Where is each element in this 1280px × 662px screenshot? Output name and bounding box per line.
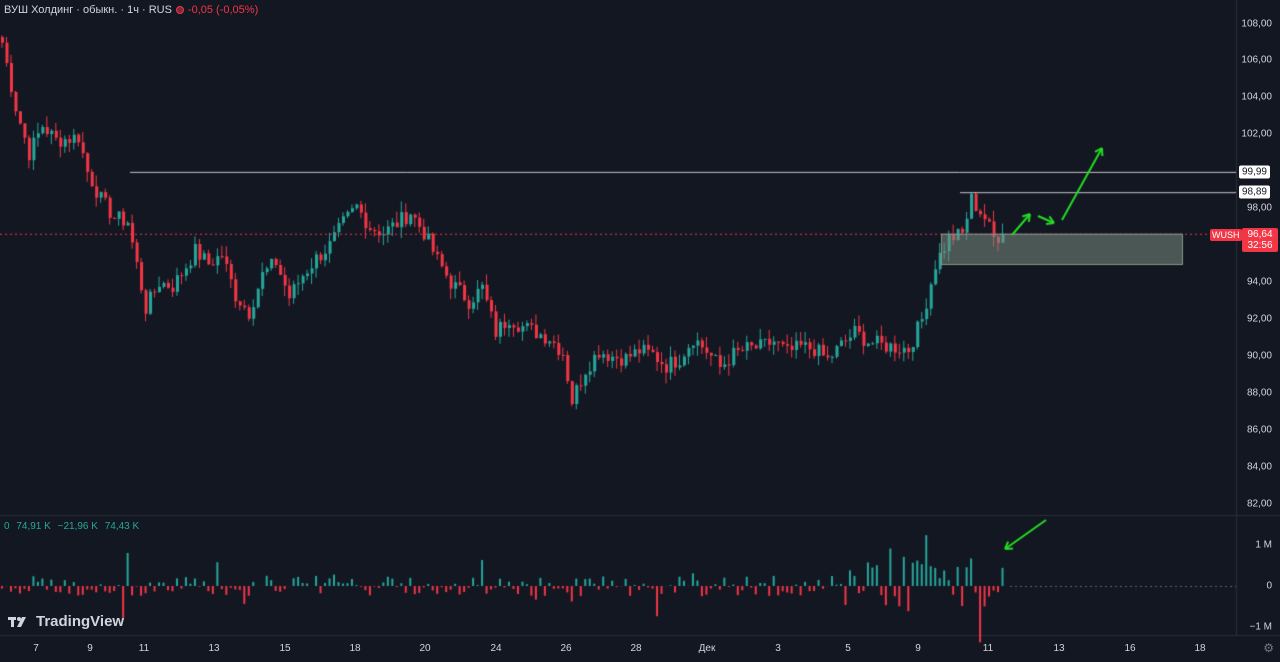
volume-legend: 0 74,91 K −21,96 K 74,43 K <box>4 521 143 532</box>
market-status-icon <box>175 6 184 14</box>
ticker-badge[interactable]: WUSH <box>1210 229 1242 241</box>
time-tick: 24 <box>490 643 502 654</box>
volume-tick-top: 1 M <box>1255 539 1272 551</box>
price-tick: 102,00 <box>1241 128 1272 140</box>
time-tick: 18 <box>349 643 361 654</box>
time-tick: 20 <box>419 643 431 654</box>
price-tick: 84,00 <box>1246 461 1272 473</box>
price-tick: 92,00 <box>1246 313 1272 325</box>
price-tick: 104,00 <box>1241 91 1272 103</box>
level-tag-upper[interactable]: 99,99 <box>1238 165 1270 179</box>
time-tick: 13 <box>208 643 220 654</box>
time-tick: 18 <box>1194 643 1206 654</box>
settings-gear-icon[interactable]: ⚙ <box>1263 641 1274 655</box>
volume-tick-bottom: −1 M <box>1249 621 1272 633</box>
time-tick: 5 <box>845 643 851 654</box>
price-tick: 82,00 <box>1246 498 1272 510</box>
last-price: 96,64 <box>1247 229 1273 240</box>
tradingview-logo[interactable]: TradingView <box>8 613 124 630</box>
brand-name: TradingView <box>36 613 125 630</box>
price-tick: 88,00 <box>1246 387 1272 399</box>
price-tick: 90,00 <box>1246 350 1272 362</box>
time-tick: 11 <box>138 643 150 654</box>
price-tick: 108,00 <box>1241 18 1272 30</box>
price-tick: 98,00 <box>1246 202 1272 214</box>
level-tag-lower[interactable]: 98,89 <box>1238 185 1270 199</box>
price-tick: 106,00 <box>1241 54 1272 66</box>
time-tick: Дек <box>698 643 716 654</box>
time-tick: 15 <box>279 643 291 654</box>
volume-value-2: −21,96 K <box>57 521 98 532</box>
bar-countdown: 32:56 <box>1247 240 1273 251</box>
volume-value-0: 0 <box>4 521 10 532</box>
time-tick: 28 <box>630 643 642 654</box>
time-tick: 16 <box>1124 643 1136 654</box>
symbol-title[interactable]: ВУШ Холдинг · обыкн. · 1ч · RUS <box>4 4 172 16</box>
tradingview-logo-icon <box>8 616 26 627</box>
volume-value-3: 74,43 K <box>104 521 140 532</box>
time-tick: 3 <box>775 643 781 654</box>
price-tick: 86,00 <box>1246 424 1272 436</box>
time-tick: 11 <box>982 643 994 654</box>
price-change: -0,05 (-0,05%) <box>187 4 259 16</box>
time-tick: 13 <box>1053 643 1065 654</box>
price-tick: 94,00 <box>1246 276 1272 288</box>
volume-value-1: 74,91 K <box>16 521 51 532</box>
time-tick: 7 <box>33 643 39 654</box>
time-tick: 9 <box>87 643 93 654</box>
last-price-badge: 96,64 32:56 <box>1242 228 1278 252</box>
symbol-legend: ВУШ Холдинг · обыкн. · 1ч · RUS -0,05 (-… <box>4 4 258 16</box>
time-tick: 26 <box>560 643 572 654</box>
volume-tick-mid: 0 <box>1266 580 1272 592</box>
time-tick: 9 <box>915 643 921 654</box>
